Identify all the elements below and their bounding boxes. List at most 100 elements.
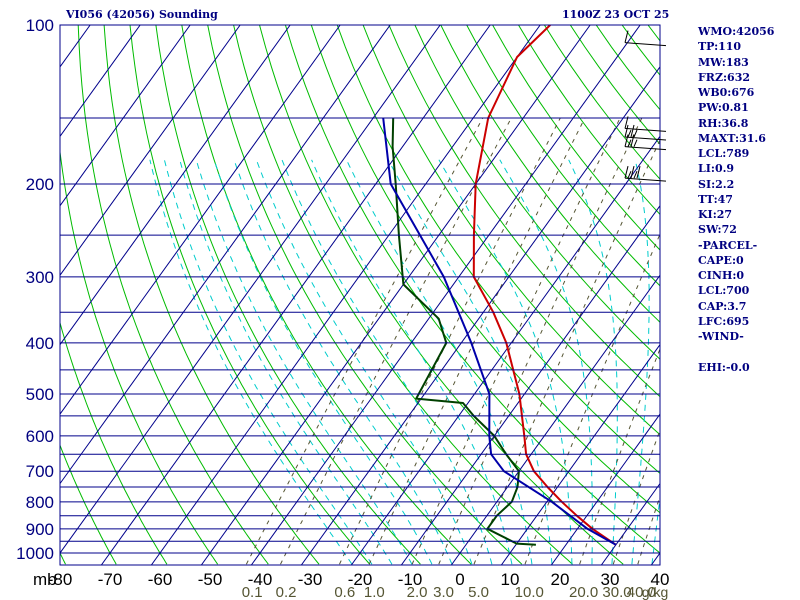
- index-line: LCL:700: [698, 284, 750, 298]
- isotherm-line: [60, 25, 391, 485]
- index-line: MW:183: [698, 55, 749, 69]
- temperature-tick-label: -20: [348, 570, 373, 589]
- isotherm-line: [500, 343, 660, 565]
- temperature-tick-label: 40: [651, 570, 670, 589]
- pressure-tick-label: 900: [26, 520, 54, 539]
- mixing-ratio-label: 30.0: [602, 584, 631, 600]
- wind-barb-staff: [624, 127, 667, 132]
- isotherm-line: [250, 25, 641, 565]
- moist-adiabat-line: [195, 159, 413, 565]
- index-line: WMO:42056: [698, 25, 775, 38]
- moist-adiabat-line: [255, 159, 473, 565]
- moist-adiabat-line: [631, 159, 650, 565]
- isotherm-line: [60, 25, 441, 554]
- temperature-tick-label: 10: [501, 570, 520, 589]
- temperature-tick-label: 20: [551, 570, 570, 589]
- timestamp-label: 1100Z 23 OCT 25: [562, 8, 670, 21]
- pressure-tick-label: 700: [26, 462, 54, 481]
- dry-adiabat-line: [77, 25, 269, 565]
- isotherm-line: [60, 25, 291, 346]
- dry-adiabat-line: [103, 25, 320, 565]
- mixing-ratio-label: 0.2: [276, 584, 297, 600]
- temperature-tick-label: 30: [601, 570, 620, 589]
- dry-adiabat-line: [60, 320, 168, 565]
- index-line: LFC:695: [698, 314, 750, 328]
- parcel-trace: [382, 117, 617, 546]
- wind-barb-staff: [624, 42, 667, 47]
- dry-adiabat-line: [388, 25, 660, 398]
- dry-adiabat-line: [414, 25, 660, 360]
- dry-adiabat-line: [259, 25, 624, 565]
- plot-frame: [59, 24, 661, 566]
- pressure-tick-label: 400: [26, 334, 54, 353]
- dry-adiabat-line: [155, 25, 421, 565]
- isotherm-line: [60, 25, 141, 138]
- dry-adiabat-line: [60, 443, 117, 565]
- mixing-ratio-label: 10.0: [515, 584, 544, 600]
- wind-barb-flag: [633, 170, 638, 179]
- isotherm-line: [60, 25, 91, 68]
- isotherm-line: [350, 135, 660, 565]
- dry-adiabat-line: [492, 25, 660, 251]
- isotherm-line: [550, 413, 660, 565]
- dry-adiabat-line: [129, 25, 371, 565]
- wind-barb-flag: [630, 134, 635, 147]
- pressure-tick-label: 200: [26, 175, 54, 194]
- moist-adiabat-line: [568, 159, 618, 565]
- mixing-ratio-line: [524, 232, 660, 565]
- wind-barb-flag: [624, 124, 629, 138]
- pressure-tick-label: 600: [26, 427, 54, 446]
- index-line: -WIND-: [698, 330, 744, 343]
- index-line: LCL:789: [698, 147, 750, 160]
- mixing-ratio-label: 0.1: [242, 584, 263, 600]
- moist-adiabat-line: [213, 159, 433, 565]
- temperature-tick-label: -60: [148, 570, 173, 589]
- temperature-tick-label: -80: [48, 570, 73, 589]
- isotherm-line: [450, 274, 660, 565]
- moist-adiabat-line: [387, 159, 553, 565]
- wind-barb-flag: [624, 30, 629, 43]
- temperature-tick-label: -40: [248, 570, 273, 589]
- index-line: TP:110: [698, 40, 742, 54]
- mixing-ratio-label: 5.0: [468, 584, 489, 600]
- index-line: TT:47: [698, 192, 733, 206]
- dry-adiabat-line: [60, 551, 66, 565]
- wind-barb-flag: [627, 129, 632, 138]
- mixing-ratio-label: 2.0: [407, 584, 428, 600]
- isotherm-line: [200, 25, 591, 565]
- isotherm-line: [60, 25, 341, 415]
- index-line: MAXT:31.6: [698, 131, 766, 145]
- mixing-ratio-line: [245, 117, 484, 565]
- index-line: KI:27: [698, 208, 733, 221]
- wind-barb-flag: [624, 166, 629, 179]
- index-line: SW:72: [698, 223, 737, 237]
- wind-barb-flag: [636, 166, 641, 179]
- temperature-trace: [472, 25, 617, 546]
- wind-barb-flag: [633, 139, 638, 147]
- temperature-tick-label: -10: [398, 570, 423, 589]
- isotherm-line: [300, 66, 660, 565]
- index-line: PW:0.81: [698, 101, 749, 115]
- pressure-tick-label: 300: [26, 268, 54, 287]
- y-unit-label: mb: [33, 570, 57, 589]
- isotherm-line: [0, 25, 40, 565]
- dewpoint-trace: [391, 117, 536, 546]
- index-line: [698, 344, 798, 359]
- index-line: SI:2.2: [698, 177, 735, 191]
- wind-barb-flag: [630, 124, 635, 138]
- index-line: FRZ:632: [698, 70, 751, 84]
- index-line: CAP:3.7: [698, 299, 747, 313]
- wind-barb-staff: [624, 177, 667, 182]
- dry-adiabat-line: [60, 148, 219, 565]
- index-line: -PARCEL-: [698, 238, 758, 252]
- moist-adiabat-line: [163, 159, 373, 565]
- dry-adiabat-line: [336, 25, 660, 475]
- wind-barb-staff: [624, 136, 667, 141]
- moist-adiabat-line: [179, 159, 393, 565]
- dry-adiabat-line: [207, 25, 523, 565]
- isotherm-line: [60, 25, 191, 207]
- moist-adiabat-line: [311, 159, 513, 565]
- index-line: WB0:676: [698, 86, 755, 99]
- isotherm-line: [150, 25, 541, 565]
